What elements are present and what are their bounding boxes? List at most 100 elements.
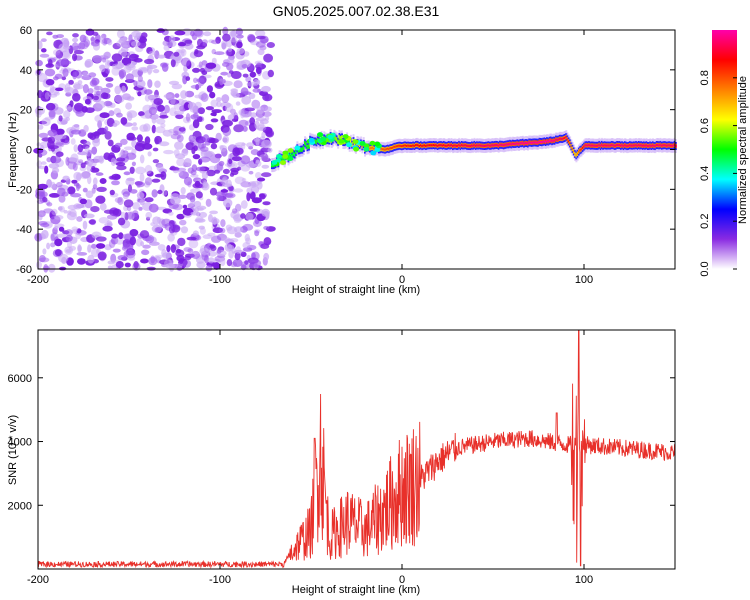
noise-blob [235, 101, 241, 106]
track-peak [399, 144, 402, 147]
noise-blob [139, 199, 145, 206]
noise-blob [255, 136, 260, 146]
track-peak [579, 149, 582, 152]
track-peak [372, 147, 375, 150]
noise-blob [220, 71, 229, 76]
noise-blob [158, 141, 170, 147]
noise-blob [37, 72, 48, 83]
track-peak [307, 145, 310, 148]
track-peak [427, 144, 430, 147]
noise-blob [107, 139, 114, 147]
noise-blob [173, 103, 184, 111]
noise-blob [120, 138, 128, 145]
noise-blob [99, 112, 110, 119]
track-blob [342, 134, 349, 139]
noise-blob [36, 261, 42, 269]
noise-blob [220, 178, 228, 185]
noise-blob [122, 242, 129, 250]
track-peak [490, 144, 493, 147]
noise-blob [145, 211, 152, 219]
noise-blob [159, 259, 170, 265]
noise-blob [221, 94, 230, 103]
noise-blob [201, 171, 208, 180]
track-peak [291, 155, 294, 158]
noise-blob [190, 30, 195, 37]
track-peak [562, 137, 565, 140]
noise-blob [48, 109, 56, 118]
track-peak [544, 141, 547, 143]
track-peak [491, 144, 494, 147]
noise-blob [58, 195, 66, 203]
noise-blob [211, 57, 217, 65]
noise-blob [154, 227, 162, 233]
track-peak [590, 144, 593, 147]
noise-blob [202, 179, 208, 189]
track-peak [465, 144, 468, 147]
noise-blob [221, 79, 226, 84]
noise-blob [86, 158, 94, 166]
track-peak [640, 144, 643, 147]
noise-blob [125, 102, 132, 110]
track-peak [565, 136, 568, 139]
noise-blob [50, 242, 56, 248]
track-peak [603, 144, 606, 147]
noise-blob [144, 177, 153, 186]
noise-blob [91, 166, 96, 171]
track-peak [444, 144, 447, 147]
noise-blob [254, 230, 260, 237]
noise-blob [222, 26, 229, 36]
noise-blob [180, 226, 189, 234]
y-tick-label: 6000 [8, 373, 32, 385]
noise-blob [235, 203, 242, 212]
noise-blob [77, 258, 86, 265]
noise-blob [72, 53, 78, 62]
track-peak [390, 147, 393, 150]
noise-blob [68, 79, 74, 85]
noise-blob [222, 168, 230, 175]
track-peak [551, 140, 554, 143]
noise-blob [58, 115, 63, 122]
track-peak [634, 144, 637, 147]
noise-blob [107, 265, 113, 270]
noise-blob [262, 157, 271, 162]
track-blob [317, 132, 323, 138]
track-peak [589, 144, 592, 147]
noise-blob [178, 194, 187, 199]
noise-blob [139, 124, 149, 132]
noise-blob [156, 28, 165, 33]
noise-blob [44, 165, 49, 174]
track-peak [454, 144, 457, 147]
noise-blob [174, 93, 180, 98]
noise-blob [140, 241, 145, 247]
noise-blob [70, 138, 76, 145]
noise-blob [255, 35, 266, 40]
noise-blob [79, 40, 89, 50]
noise-blob [133, 80, 138, 87]
track-peak [501, 143, 504, 146]
noise-blob [58, 226, 65, 232]
noise-blob [77, 80, 83, 85]
noise-blob [76, 184, 82, 189]
noise-blob [201, 70, 208, 76]
noise-blob [92, 31, 99, 36]
noise-blob [41, 48, 47, 53]
noise-blob [260, 38, 269, 43]
noise-blob [108, 110, 115, 117]
noise-blob [126, 211, 134, 220]
noise-blob [121, 233, 133, 240]
noise-blob [144, 164, 153, 175]
noise-blob [192, 119, 200, 129]
track-peak [422, 144, 425, 147]
noise-blob [99, 178, 107, 184]
noise-blob [78, 159, 84, 164]
noise-blob [72, 33, 79, 38]
track-peak [629, 144, 631, 147]
track-blob [352, 139, 359, 145]
noise-blob [194, 94, 202, 99]
noise-blob [255, 66, 262, 75]
noise-blob [132, 202, 141, 210]
noise-blob [225, 49, 233, 57]
track-peak [524, 142, 527, 144]
track-peak [478, 144, 481, 147]
noise-blob [209, 187, 218, 196]
